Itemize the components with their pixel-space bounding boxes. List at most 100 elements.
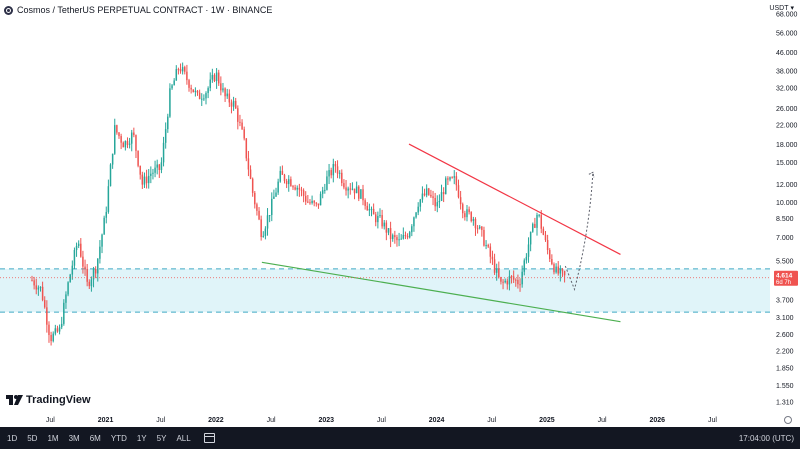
candle-body: [285, 180, 288, 185]
candle-body: [277, 181, 279, 193]
candle-body: [201, 98, 203, 100]
candle-body: [103, 217, 105, 235]
range-button-5y[interactable]: 5Y: [156, 433, 167, 443]
candle-body: [315, 202, 318, 204]
candle-body: [84, 266, 86, 269]
bottom-toolbar: 1D 5D 1M 3M 6M YTD 1Y 5Y ALL 17:04:00 (UTC): [0, 427, 800, 449]
chevron-down-icon: ▾: [790, 5, 794, 12]
candle-body: [536, 214, 538, 228]
range-button-ytd[interactable]: YTD: [110, 433, 127, 443]
candle-body: [203, 98, 205, 100]
range-button-1y[interactable]: 1Y: [136, 433, 147, 443]
y-tick-label: 3.100: [776, 315, 794, 322]
tradingview-mark-icon: [6, 395, 23, 405]
candle-body: [109, 164, 112, 187]
candle-body: [302, 190, 305, 196]
candle-body: [52, 333, 54, 342]
candle-body: [82, 256, 84, 267]
candle-body: [56, 328, 59, 332]
candle-body: [423, 193, 426, 196]
range-button-3m[interactable]: 3M: [68, 433, 80, 443]
y-tick-label: 7.000: [776, 235, 794, 242]
candle-body: [173, 80, 175, 86]
candle-body: [455, 176, 458, 186]
candle-body: [111, 153, 114, 165]
candle-body: [124, 141, 127, 148]
y-tick-label: 3.700: [776, 297, 794, 304]
candle-body: [147, 175, 150, 184]
candle-body: [408, 232, 411, 238]
candle-body: [152, 172, 154, 174]
tradingview-logo: TradingView: [6, 394, 91, 406]
calendar-icon[interactable]: [203, 433, 215, 443]
currency-selector[interactable]: USDT ▾: [769, 4, 794, 13]
candle-body: [275, 192, 277, 197]
candle-body: [271, 198, 273, 216]
candle-body: [162, 142, 165, 163]
candle-body: [54, 328, 57, 334]
x-tick-label: Jul: [377, 417, 386, 424]
candle-body: [116, 125, 118, 133]
range-button-6m[interactable]: 6M: [89, 433, 101, 443]
x-tick-label: Jul: [598, 417, 607, 424]
projection-arrow-head: [588, 171, 595, 178]
candle-body: [374, 214, 377, 223]
candle-body: [114, 125, 116, 154]
candle-body: [326, 176, 328, 190]
range-button-5d[interactable]: 5D: [27, 433, 38, 443]
candle-body: [387, 228, 390, 233]
candle-body: [470, 212, 472, 222]
range-button-1m[interactable]: 1M: [47, 433, 59, 443]
candle-body: [126, 141, 129, 145]
candle-body: [122, 142, 124, 148]
y-tick-label: 68.000: [776, 12, 798, 19]
candle-body: [249, 169, 252, 179]
candle-body: [317, 203, 320, 206]
candle-body: [461, 204, 464, 214]
candle-body: [368, 209, 371, 211]
candle-body: [135, 135, 137, 151]
candle-body: [60, 323, 63, 328]
candle-body: [217, 72, 220, 84]
candle-body: [402, 234, 405, 239]
x-tick-label: Jul: [708, 417, 717, 424]
candle-body: [268, 215, 271, 217]
candle-body: [527, 244, 530, 257]
candle-body: [171, 85, 173, 89]
candle-body: [213, 74, 216, 82]
settings-icon[interactable]: [784, 416, 792, 424]
support-trendline: [261, 261, 621, 323]
candle-body: [245, 138, 248, 159]
candle-body: [101, 234, 103, 247]
candle-body: [241, 122, 243, 130]
candle-body: [232, 100, 235, 107]
candle-body: [351, 188, 354, 190]
candle-body: [167, 116, 169, 130]
candle-body: [364, 200, 366, 206]
candle-body: [379, 215, 381, 217]
candle-body: [360, 189, 362, 199]
candle-body: [434, 197, 436, 207]
candle-body: [419, 199, 422, 207]
candle-body: [118, 132, 120, 137]
price-badge-countdown: 6d 7h: [776, 280, 791, 286]
candle-body: [256, 204, 258, 211]
candle-body: [283, 174, 286, 181]
currency-label: USDT: [769, 4, 789, 12]
range-button-all[interactable]: ALL: [176, 433, 191, 443]
candle-body: [169, 88, 171, 117]
candle-body: [487, 245, 489, 247]
candle-body: [88, 281, 91, 287]
y-tick-label: 18.000: [776, 142, 798, 149]
candle-body: [67, 282, 69, 295]
candle-body: [372, 208, 375, 215]
candle-body: [510, 276, 513, 278]
candle-body: [304, 195, 307, 202]
candle-body: [239, 121, 241, 123]
range-button-1d[interactable]: 1D: [7, 433, 18, 443]
candle-body: [540, 214, 543, 229]
x-tick-label: Jul: [156, 417, 165, 424]
candle-body: [175, 69, 178, 81]
